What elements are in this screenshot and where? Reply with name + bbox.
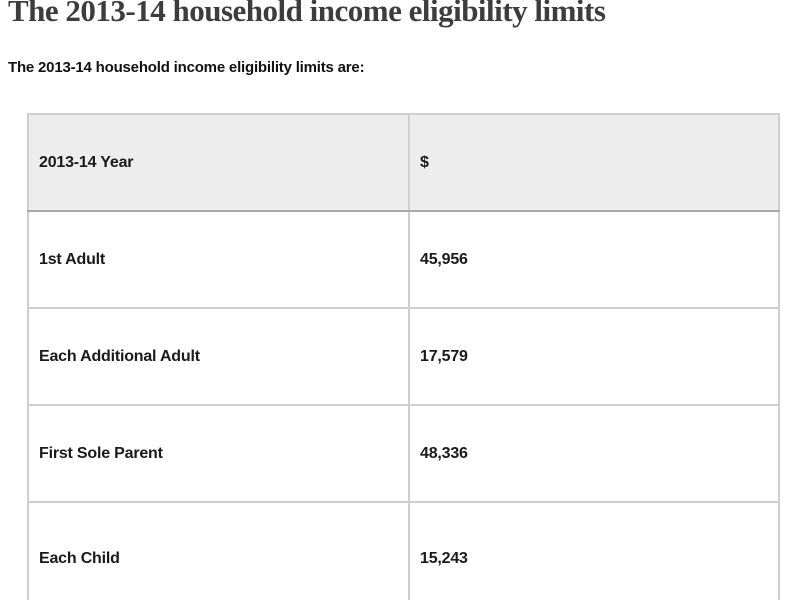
column-header-dollars: $ (408, 113, 780, 212)
table-row: Each Child 15,243 (27, 501, 780, 600)
row-value: 48,336 (408, 404, 780, 503)
row-value: 15,243 (408, 501, 780, 600)
row-value: 45,956 (408, 210, 780, 309)
table-row: First Sole Parent 48,336 (27, 404, 780, 503)
intro-text: The 2013-14 household income eligibility… (8, 59, 365, 76)
table-header-row: 2013-14 Year $ (27, 113, 780, 212)
row-label: 1st Adult (27, 210, 410, 309)
income-limits-table: 2013-14 Year $ 1st Adult 45,956 Each Add… (27, 113, 780, 600)
table-row: Each Additional Adult 17,579 (27, 307, 780, 406)
row-label: Each Additional Adult (27, 307, 410, 406)
page-title: The 2013-14 household income eligibility… (8, 0, 606, 28)
table-row: 1st Adult 45,956 (27, 210, 780, 309)
row-label: First Sole Parent (27, 404, 410, 503)
column-header-year: 2013-14 Year (27, 113, 410, 212)
row-value: 17,579 (408, 307, 780, 406)
row-label: Each Child (27, 501, 410, 600)
